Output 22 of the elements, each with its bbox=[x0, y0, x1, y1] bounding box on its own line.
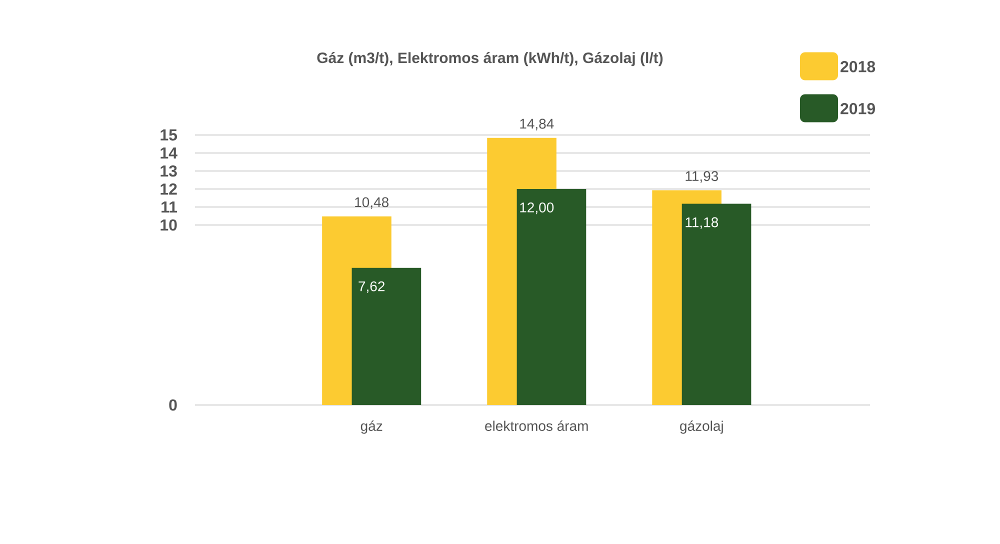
y-tick-label: 0 bbox=[169, 399, 177, 411]
data-label: 14,84 bbox=[520, 118, 554, 130]
bar bbox=[352, 268, 422, 405]
data-label: 11,93 bbox=[686, 171, 718, 183]
y-tick-label: 14 bbox=[160, 147, 178, 158]
x-tick-label: gáz bbox=[360, 420, 382, 434]
bar bbox=[682, 204, 752, 405]
data-label: 11,18 bbox=[686, 217, 718, 229]
chart-title: Gáz (m3/t), Elektromos áram (kWh/t), Gázolaj (l/t) bbox=[317, 52, 663, 66]
bar bbox=[516, 189, 586, 405]
legend-label: 2019 bbox=[840, 102, 875, 114]
data-label: 7,62 bbox=[358, 281, 385, 293]
data-label: 10,48 bbox=[355, 197, 389, 209]
y-tick-label: 15 bbox=[160, 129, 178, 141]
x-tick-label: gázolaj bbox=[680, 420, 723, 434]
data-label: 12,00 bbox=[520, 202, 554, 214]
y-tick-label: 11 bbox=[162, 201, 178, 213]
legend-label: 2018 bbox=[840, 60, 876, 72]
y-tick-label: 12 bbox=[160, 183, 177, 195]
y-tick-label: 13 bbox=[160, 165, 177, 177]
y-tick-label: 10 bbox=[160, 219, 177, 231]
x-tick-label: elektromos áram bbox=[485, 420, 588, 431]
